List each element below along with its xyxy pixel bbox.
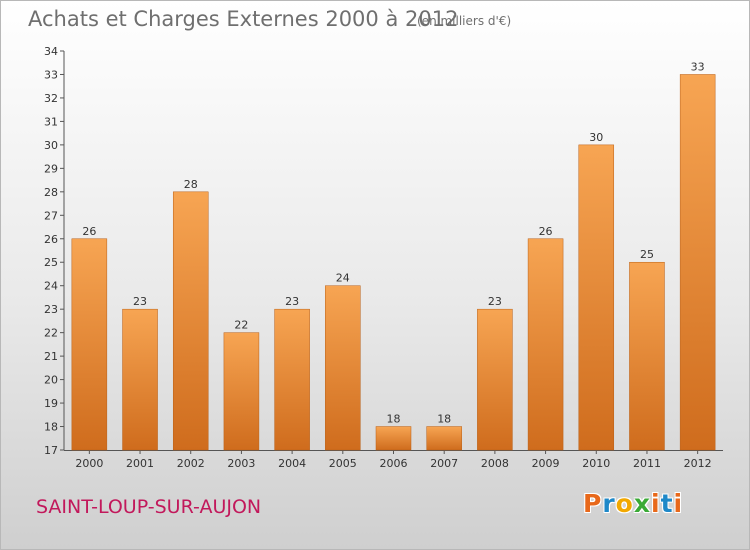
bar xyxy=(426,426,462,451)
bar-value-label: 28 xyxy=(184,178,198,191)
y-tick-label: 30 xyxy=(44,139,58,152)
x-tick-label: 2000 xyxy=(75,457,103,470)
bar xyxy=(629,261,665,451)
y-tick-label: 23 xyxy=(44,303,58,316)
bar-value-label: 23 xyxy=(133,295,147,308)
x-tick-label: 2010 xyxy=(582,457,610,470)
y-tick-label: 20 xyxy=(44,374,58,387)
bars: 26 23 28 22 23 24 18 18 23 26 30 25 33 xyxy=(71,60,716,451)
bar-value-label: 18 xyxy=(437,413,451,426)
y-tick-label: 21 xyxy=(44,350,58,363)
logo-letter: r xyxy=(602,489,616,518)
y-tick-label: 32 xyxy=(44,92,58,105)
chart-title: Achats et Charges Externes 2000 à 2012 xyxy=(28,7,459,31)
bar xyxy=(122,308,158,451)
bar xyxy=(325,285,361,451)
bar-value-label: 33 xyxy=(691,60,705,73)
place-name: SAINT-LOUP-SUR-AUJON xyxy=(36,496,262,518)
x-tick-label: 2003 xyxy=(227,457,255,470)
logo-letter: P xyxy=(583,489,603,518)
x-tick-label: 2011 xyxy=(633,457,661,470)
chart-subtitle: (en milliers d'€) xyxy=(417,14,512,28)
y-tick-label: 17 xyxy=(44,444,58,457)
x-tick-label: 2004 xyxy=(278,457,306,470)
y-tick-label: 29 xyxy=(44,162,58,175)
logo-letter: o xyxy=(615,489,634,518)
logo-letter: i xyxy=(651,489,661,518)
bar xyxy=(527,238,564,451)
bar xyxy=(578,144,615,451)
bar-value-label: 22 xyxy=(234,319,248,332)
bar-value-label: 26 xyxy=(82,225,96,238)
bar-value-label: 18 xyxy=(387,413,401,426)
x-tick-label: 2001 xyxy=(126,457,154,470)
y-tick-label: 19 xyxy=(44,397,58,410)
y-tick-label: 27 xyxy=(44,209,58,222)
proxiti-logo[interactable]: Proxiti xyxy=(583,489,683,518)
y-tick-label: 31 xyxy=(44,115,58,128)
bar-value-label: 24 xyxy=(336,272,350,285)
bar-value-label: 23 xyxy=(488,295,502,308)
y-tick-label: 33 xyxy=(44,68,58,81)
x-tick-label: 2012 xyxy=(684,457,712,470)
bar xyxy=(375,426,412,451)
x-tick-label: 2006 xyxy=(380,457,408,470)
bar-value-label: 26 xyxy=(539,225,553,238)
x-tick-label: 2008 xyxy=(481,457,509,470)
bar xyxy=(274,308,310,451)
bar xyxy=(223,332,260,451)
bar xyxy=(71,238,108,451)
y-tick-label: 28 xyxy=(44,186,58,199)
logo-letter: i xyxy=(673,489,684,518)
x-tick-label: 2002 xyxy=(177,457,205,470)
bar-value-label: 23 xyxy=(285,295,299,308)
x-axis: 2000 2001 2002 2003 2004 2005 2006 2007 2008 2009… xyxy=(64,450,723,470)
bar-value-label: 30 xyxy=(589,131,603,144)
bar xyxy=(172,191,209,451)
x-tick-label: 2007 xyxy=(430,457,458,470)
y-tick-label: 26 xyxy=(44,233,58,246)
y-tick-label: 24 xyxy=(44,280,58,293)
y-tick-label: 22 xyxy=(44,327,58,340)
bar xyxy=(477,308,513,451)
x-tick-label: 2009 xyxy=(532,457,560,470)
y-axis: 17 18 19 20 21 22 23 24 25 26 27 28 29 30 31 32 33 34 xyxy=(44,45,65,457)
y-tick-label: 25 xyxy=(44,256,58,269)
y-tick-label: 18 xyxy=(44,421,58,434)
bar xyxy=(679,74,716,451)
logo-letter: x xyxy=(633,489,651,518)
bar-value-label: 25 xyxy=(640,248,654,261)
y-tick-label: 34 xyxy=(44,45,58,58)
x-tick-label: 2005 xyxy=(329,457,357,470)
logo-letter: t xyxy=(660,489,674,518)
